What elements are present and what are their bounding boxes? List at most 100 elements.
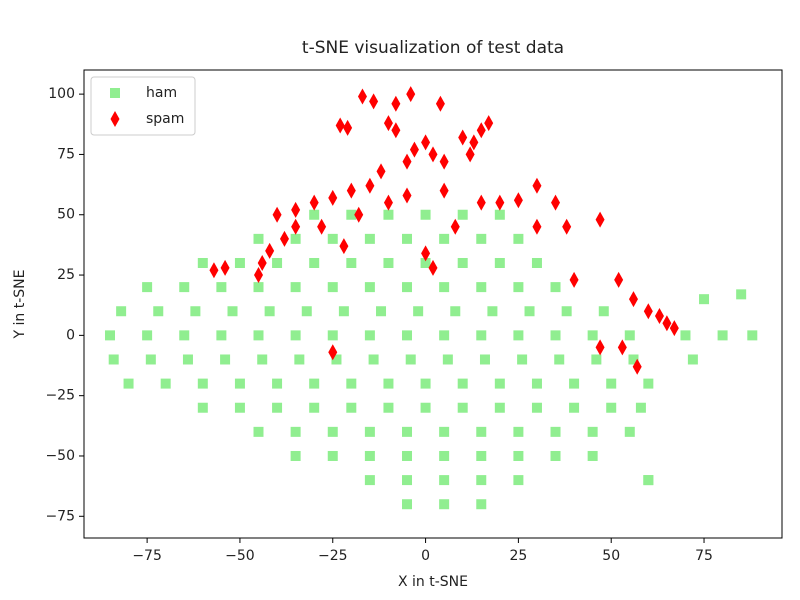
ham-point (550, 426, 561, 437)
ham-point (272, 378, 283, 389)
ham-point (309, 378, 320, 389)
y-tick-label: 25 (57, 267, 75, 283)
ham-point (383, 209, 394, 220)
y-tick-label: 0 (66, 327, 75, 343)
ham-point (439, 282, 450, 293)
ham-point (513, 233, 524, 244)
spam-point (402, 187, 412, 204)
ham-point (331, 354, 342, 365)
legend-marker (110, 88, 120, 98)
ham-point (253, 426, 264, 437)
ham-point (476, 282, 487, 293)
ham-point (569, 378, 580, 389)
ham-point (364, 450, 375, 461)
ham-point (457, 402, 468, 413)
ham-point (513, 475, 524, 486)
ham-point (142, 282, 153, 293)
x-tick-label: 50 (602, 548, 620, 564)
ham-point (606, 402, 617, 413)
spam-point (476, 194, 486, 211)
ham-point (383, 402, 394, 413)
spam-point (328, 189, 338, 206)
spam-point (209, 262, 219, 279)
spam-point (495, 194, 505, 211)
ham-point (420, 209, 431, 220)
spam-point (357, 88, 367, 105)
spam-point (628, 291, 638, 308)
ham-point (569, 402, 580, 413)
ham-point (346, 402, 357, 413)
spam-point (402, 153, 412, 170)
ham-point (234, 402, 245, 413)
ham-point (402, 426, 413, 437)
spam-point (643, 303, 653, 320)
ham-point (346, 209, 357, 220)
ham-point (531, 402, 542, 413)
spam-point (383, 194, 393, 211)
x-tick-label: 75 (695, 548, 713, 564)
ham-point (680, 330, 691, 341)
y-tick-label: −50 (45, 448, 75, 464)
ham-point (439, 426, 450, 437)
spam-point (465, 146, 475, 163)
ham-point (442, 354, 453, 365)
spam-point (328, 344, 338, 361)
ham-point (227, 306, 238, 317)
spam-point (317, 218, 327, 235)
ham-point (153, 306, 164, 317)
legend-marker (110, 111, 120, 127)
spam-point (476, 122, 486, 139)
spam-point (569, 271, 579, 288)
spam-point (369, 93, 379, 110)
ham-point (220, 354, 231, 365)
ham-point (624, 330, 635, 341)
ham-point (494, 378, 505, 389)
ham-point (476, 450, 487, 461)
ham-point (290, 426, 301, 437)
ham-point (327, 330, 338, 341)
spam-point (595, 339, 605, 356)
ham-point (643, 378, 654, 389)
spam-point (406, 86, 416, 103)
spam-point (391, 122, 401, 139)
spam-point (291, 218, 301, 235)
spam-point (309, 194, 319, 211)
ham-point (346, 378, 357, 389)
ham-point (413, 306, 424, 317)
ham-point (439, 450, 450, 461)
ham-point (197, 257, 208, 268)
ham-point (264, 306, 275, 317)
ham-point (309, 402, 320, 413)
ham-point (561, 306, 572, 317)
ham-point (234, 257, 245, 268)
spam-point (421, 134, 431, 151)
ham-point (402, 475, 413, 486)
ham-point (598, 306, 609, 317)
spam-point (409, 141, 419, 158)
spam-point (272, 206, 282, 223)
ham-point (587, 330, 598, 341)
spam-point (632, 358, 642, 375)
spam-point (458, 129, 468, 146)
legend-label: spam (146, 111, 184, 127)
ham-point (272, 257, 283, 268)
spam-point (439, 182, 449, 199)
ham-point (142, 330, 153, 341)
ham-point (643, 475, 654, 486)
ham-point (216, 330, 227, 341)
spam-point (484, 115, 494, 132)
ham-point (457, 257, 468, 268)
y-tick-label: −25 (45, 388, 75, 404)
ham-point (179, 330, 190, 341)
spam-point (532, 177, 542, 194)
ham-point (190, 306, 201, 317)
ham-point (309, 209, 320, 220)
spam-point (428, 259, 438, 276)
spam-point (421, 245, 431, 262)
ham-point (108, 354, 119, 365)
ham-point (179, 282, 190, 293)
ham-point (457, 378, 468, 389)
ham-point (327, 450, 338, 461)
ham-point (476, 426, 487, 437)
spam-point (383, 115, 393, 132)
